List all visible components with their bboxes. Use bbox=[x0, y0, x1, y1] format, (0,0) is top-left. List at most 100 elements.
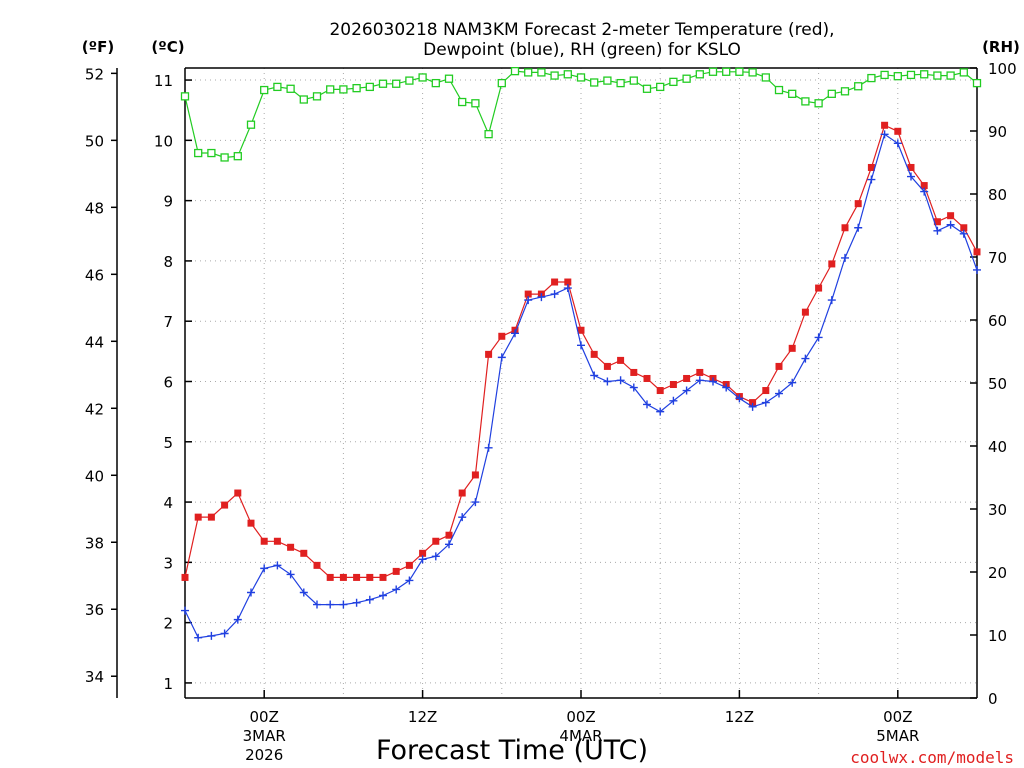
rh-point bbox=[972, 78, 982, 88]
dewpoint-point bbox=[603, 377, 612, 386]
temperature-point bbox=[762, 387, 770, 395]
dewpoint-point bbox=[339, 600, 348, 609]
temperature-point bbox=[920, 182, 928, 190]
source-credit: coolwx.com/models bbox=[850, 748, 1014, 767]
dewpoint-point bbox=[445, 540, 453, 549]
dewpoint-point bbox=[260, 564, 269, 573]
temperature-point bbox=[485, 350, 493, 358]
x-tick-label-date: 5MAR bbox=[876, 727, 919, 745]
temperature-point bbox=[498, 332, 506, 340]
rh-point bbox=[458, 97, 467, 107]
temperature-point bbox=[300, 549, 308, 557]
celsius-tick-label: 11 bbox=[154, 72, 173, 90]
dewpoint-point bbox=[431, 552, 440, 561]
dewpoint-point bbox=[709, 377, 717, 386]
temperature-point bbox=[524, 290, 532, 298]
dewpoint-point bbox=[735, 394, 744, 403]
dewpoint-point bbox=[722, 383, 731, 392]
temperature-point bbox=[590, 350, 598, 358]
dewpoint-point bbox=[748, 402, 757, 411]
temperature-point bbox=[194, 513, 202, 521]
rh-point bbox=[405, 76, 414, 85]
dewpoint-point bbox=[643, 400, 651, 409]
rh-point bbox=[748, 68, 757, 77]
rh-tick-label: 40 bbox=[988, 438, 1007, 456]
temperature-point bbox=[260, 537, 268, 545]
rh-point bbox=[722, 67, 731, 76]
rh-point bbox=[339, 85, 348, 94]
rh-point bbox=[180, 92, 190, 101]
dewpoint-point bbox=[299, 588, 308, 597]
rh-point bbox=[827, 89, 836, 98]
dewpoint-point bbox=[775, 389, 783, 398]
fahrenheit-tick-label: 34 bbox=[85, 668, 104, 686]
dewpoint-point bbox=[233, 615, 242, 624]
celsius-tick-label: 7 bbox=[163, 313, 173, 331]
dewpoint-point bbox=[379, 591, 387, 600]
rh-tick-label: 80 bbox=[988, 186, 1007, 204]
rh-point bbox=[642, 84, 652, 93]
fahrenheit-tick-label: 52 bbox=[85, 65, 104, 83]
dewpoint-point bbox=[563, 284, 572, 293]
temperature-point bbox=[339, 573, 347, 581]
celsius-tick-label: 10 bbox=[154, 132, 173, 150]
rh-point bbox=[378, 79, 388, 88]
rh-tick-label: 60 bbox=[988, 312, 1007, 330]
celsius-tick-label: 5 bbox=[163, 434, 173, 452]
dewpoint-point bbox=[761, 398, 770, 407]
temperature-point bbox=[841, 224, 849, 232]
temperature-point bbox=[617, 356, 625, 364]
rh-point bbox=[563, 70, 572, 79]
celsius-tick-label: 1 bbox=[163, 675, 173, 693]
rh-point bbox=[365, 82, 374, 92]
rh-point bbox=[312, 92, 322, 101]
dewpoint-point bbox=[207, 631, 216, 640]
x-tick-label: 00Z bbox=[250, 708, 279, 726]
rh-point bbox=[880, 70, 889, 80]
temperature-point bbox=[207, 513, 215, 521]
dewpoint-point bbox=[273, 561, 282, 570]
dewpoint-point bbox=[313, 600, 321, 609]
dewpoint-point bbox=[854, 223, 863, 232]
rh-tick-label: 10 bbox=[988, 627, 1007, 645]
dewpoint-point bbox=[946, 220, 955, 229]
dewpoint-point bbox=[550, 290, 559, 299]
dewpoint-point bbox=[788, 378, 797, 387]
temperature-point bbox=[326, 573, 334, 581]
temperature-point bbox=[392, 567, 400, 575]
dewpoint-point bbox=[959, 229, 968, 238]
dewpoint-point bbox=[616, 376, 625, 385]
chart-gridlines bbox=[185, 68, 977, 698]
dewpoint-point bbox=[656, 407, 665, 416]
rh-point bbox=[946, 71, 955, 80]
fahrenheit-tick-label: 46 bbox=[85, 266, 104, 284]
temperature-point bbox=[801, 308, 809, 316]
temperature-point bbox=[432, 537, 440, 545]
dewpoint-point bbox=[920, 187, 929, 196]
dewpoint-point bbox=[194, 633, 203, 642]
dewpoint-point bbox=[497, 353, 506, 362]
temperature-point bbox=[828, 260, 836, 268]
temperature-point bbox=[894, 127, 902, 135]
celsius-tick-label: 6 bbox=[163, 373, 173, 391]
rh-tick-label: 100 bbox=[988, 60, 1017, 78]
temperature-point bbox=[458, 489, 466, 497]
celsius-tick-label: 9 bbox=[163, 193, 173, 211]
temperature-point bbox=[577, 326, 585, 334]
rh-point bbox=[590, 78, 599, 87]
celsius-tick-label: 3 bbox=[163, 554, 173, 572]
temperature-point bbox=[881, 121, 889, 129]
temperature-point bbox=[366, 573, 374, 581]
rh-point bbox=[814, 99, 823, 108]
rh-point bbox=[418, 73, 427, 82]
rh-point bbox=[801, 97, 810, 106]
rh-point bbox=[788, 89, 797, 98]
dewpoint-point bbox=[841, 253, 849, 262]
rh-point bbox=[603, 76, 612, 85]
rh-point bbox=[933, 71, 942, 80]
rh-point bbox=[537, 68, 546, 77]
celsius-tick-label: 2 bbox=[163, 615, 173, 633]
dewpoint-point bbox=[867, 175, 876, 184]
fahrenheit-tick-label: 42 bbox=[85, 400, 104, 418]
rh-point bbox=[669, 77, 678, 87]
